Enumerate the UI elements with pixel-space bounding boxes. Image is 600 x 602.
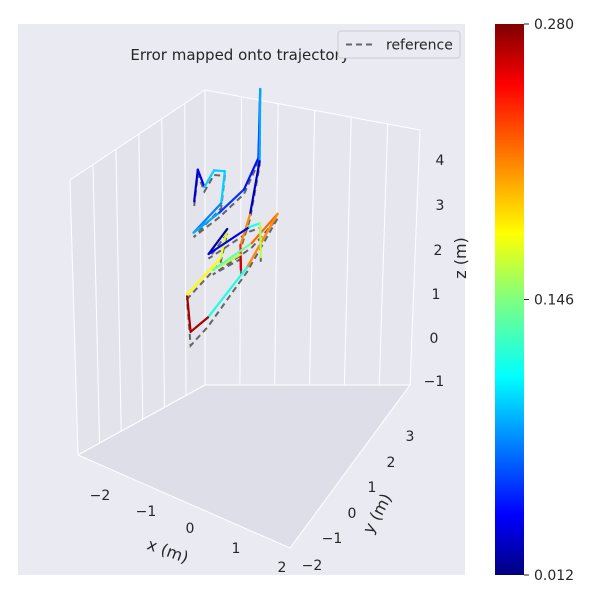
z-tick-label: 2 [434,243,443,259]
z-tick-label: 0 [430,331,439,347]
x-tick-label: 2 [278,560,287,576]
trajectory-segment-10 [258,87,262,163]
trajectory-segment-1 [196,168,206,189]
z-axis-ticks: −1 0 1 2 3 4 [424,153,445,390]
grid-line-left-2 [138,134,144,420]
trajectory-segment-18 [245,212,279,269]
x-tick-label: 1 [232,541,241,557]
x-tick-label: 0 [186,521,195,537]
trajectory-segment-17 [250,212,279,245]
trajectory-segment-27 [259,222,262,259]
trajectory-segment-7 [218,188,246,214]
z-tick-label: 1 [432,287,441,303]
z-tick-label: 3 [436,198,445,214]
z-tick-label: −1 [424,374,445,390]
trajectory-segment-14 [239,253,243,271]
trajectory-segment-11 [248,160,261,216]
legend-box [337,30,461,59]
chart-title: Error mapped onto trajectory [130,46,349,64]
colorbar-min-label: 0.012 [534,568,574,584]
trajectory-segment-24 [207,227,229,256]
trajectory-segment-8 [242,156,260,191]
trajectory-segment-26 [248,222,262,229]
colorbar-mid-label: 0.146 [534,293,574,309]
grid-line-right-2 [309,110,316,386]
z-axis-label: z (m) [451,237,470,279]
y-tick-label: 1 [368,480,377,496]
trajectory-segment-25 [207,225,251,256]
grid-line-right-1 [274,103,279,386]
x-tick-label: −1 [136,504,157,520]
grid-line-left-1 [115,149,122,432]
colorbar: 0.280 0.146 0.012 [495,17,574,584]
grid-line-right-4 [378,123,389,386]
trajectory-segment-19 [206,266,249,319]
x-axis-ticks: −2 −1 0 1 2 [90,488,287,576]
colorbar-gradient [495,24,524,575]
x-tick-label: −2 [90,488,111,504]
trajectory-segment-21 [185,293,192,333]
z-tick-label: 4 [436,153,445,169]
grid-line-left-3 [161,118,165,408]
y-tick-label: 2 [387,455,396,471]
trajectory-segment-20 [189,316,210,333]
grid-lines [92,96,389,444]
y-tick-label: 3 [406,429,415,445]
floor-pane [76,384,411,549]
trajectory-segment-4 [220,170,226,205]
trajectory-segment-0 [193,168,199,203]
grid-line-left-4 [184,103,187,396]
legend-reference-label: reference [386,38,453,54]
trajectory-segment-22 [185,256,222,296]
y-tick-label: −1 [322,531,343,547]
colorbar-max-label: 0.280 [534,17,574,33]
trajectory-series [185,87,279,333]
grid-line-right-3 [343,117,352,386]
legend: reference [337,30,461,59]
y-tick-label: 0 [348,506,357,522]
trajectory-segment-2 [203,169,216,189]
grid-line-left-0 [92,164,101,444]
trajectory-segment-3 [212,169,226,173]
y-tick-label: −2 [302,558,323,574]
trajectory-segment-6 [192,211,221,234]
trajectory-segment-16 [211,241,253,272]
